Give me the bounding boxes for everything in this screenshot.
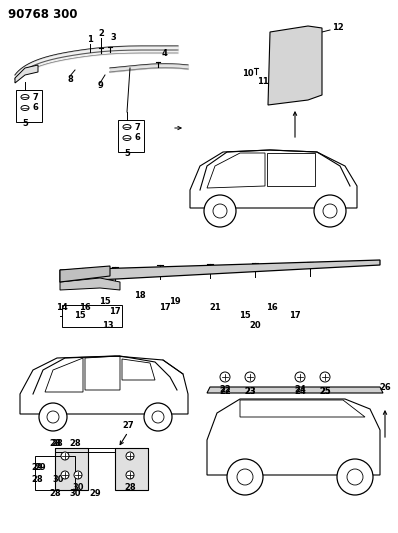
Ellipse shape [21, 94, 29, 100]
Ellipse shape [123, 135, 131, 141]
Text: 20: 20 [249, 320, 261, 329]
Circle shape [347, 469, 363, 485]
Text: 5: 5 [124, 149, 130, 157]
Polygon shape [207, 387, 383, 393]
Text: 4: 4 [162, 50, 168, 59]
Circle shape [204, 195, 236, 227]
Text: 9: 9 [97, 82, 103, 91]
Circle shape [320, 372, 330, 382]
Text: 16: 16 [266, 303, 278, 312]
Text: 24: 24 [294, 386, 306, 395]
Text: 30: 30 [69, 489, 81, 497]
Text: 25: 25 [319, 387, 331, 397]
Text: 28: 28 [69, 440, 81, 448]
Circle shape [61, 471, 69, 479]
Text: 10: 10 [242, 69, 254, 78]
Text: 6: 6 [32, 103, 38, 112]
Text: 26: 26 [379, 383, 391, 392]
Text: 8: 8 [67, 76, 73, 85]
Polygon shape [60, 260, 380, 282]
Text: 29: 29 [31, 464, 43, 472]
Text: 30: 30 [72, 483, 84, 492]
Circle shape [314, 195, 346, 227]
Text: 1: 1 [87, 36, 93, 44]
Text: 29: 29 [34, 464, 46, 472]
Text: 15: 15 [74, 311, 86, 319]
Text: 28: 28 [51, 440, 63, 448]
Text: 27: 27 [122, 422, 134, 431]
Text: 30: 30 [52, 475, 64, 484]
Bar [118, 120, 144, 152]
Bar [62, 305, 122, 327]
Text: 29: 29 [89, 489, 101, 497]
Text: 25: 25 [319, 386, 331, 395]
Text: 7: 7 [32, 93, 38, 101]
Text: 28: 28 [31, 475, 43, 484]
Circle shape [39, 403, 67, 431]
Circle shape [47, 411, 59, 423]
Text: 19: 19 [169, 297, 181, 306]
Polygon shape [60, 278, 120, 290]
Text: 22: 22 [219, 386, 231, 395]
Ellipse shape [21, 106, 29, 110]
Text: 22: 22 [219, 384, 231, 393]
Circle shape [323, 204, 337, 218]
Polygon shape [115, 448, 148, 490]
Text: 21: 21 [209, 303, 221, 312]
Text: 3: 3 [110, 34, 116, 43]
Circle shape [237, 469, 253, 485]
Text: 14: 14 [56, 303, 68, 312]
Text: 23: 23 [244, 386, 256, 395]
Text: 90768 300: 90768 300 [8, 7, 78, 20]
Text: 5: 5 [22, 118, 28, 127]
Circle shape [74, 471, 82, 479]
Text: 7: 7 [134, 123, 140, 132]
Text: 6: 6 [134, 133, 140, 142]
Text: 15: 15 [99, 297, 111, 306]
Bar [16, 90, 42, 122]
Text: 11: 11 [257, 77, 269, 86]
Polygon shape [268, 26, 322, 105]
Polygon shape [60, 266, 110, 282]
Circle shape [61, 452, 69, 460]
Circle shape [126, 471, 134, 479]
Circle shape [152, 411, 164, 423]
Text: 15: 15 [239, 311, 251, 319]
Text: 2: 2 [98, 29, 104, 38]
Text: 23: 23 [244, 387, 256, 397]
Polygon shape [55, 448, 88, 490]
Circle shape [220, 372, 230, 382]
Text: 16: 16 [79, 303, 91, 312]
Circle shape [144, 403, 172, 431]
Text: 12: 12 [332, 23, 344, 33]
Text: 28: 28 [49, 489, 61, 497]
Text: 18: 18 [134, 292, 146, 301]
Text: 17: 17 [289, 311, 301, 319]
Circle shape [245, 372, 255, 382]
Circle shape [295, 372, 305, 382]
Bar [35, 456, 75, 490]
Ellipse shape [123, 125, 131, 130]
Circle shape [227, 459, 263, 495]
Text: 13: 13 [102, 320, 114, 329]
Circle shape [337, 459, 373, 495]
Text: 17: 17 [159, 303, 171, 312]
Circle shape [213, 204, 227, 218]
Polygon shape [15, 65, 38, 83]
Text: 17: 17 [109, 308, 121, 317]
Text: 24: 24 [294, 384, 306, 393]
Text: 28: 28 [124, 483, 136, 492]
Text: 28: 28 [49, 440, 61, 448]
Circle shape [126, 452, 134, 460]
